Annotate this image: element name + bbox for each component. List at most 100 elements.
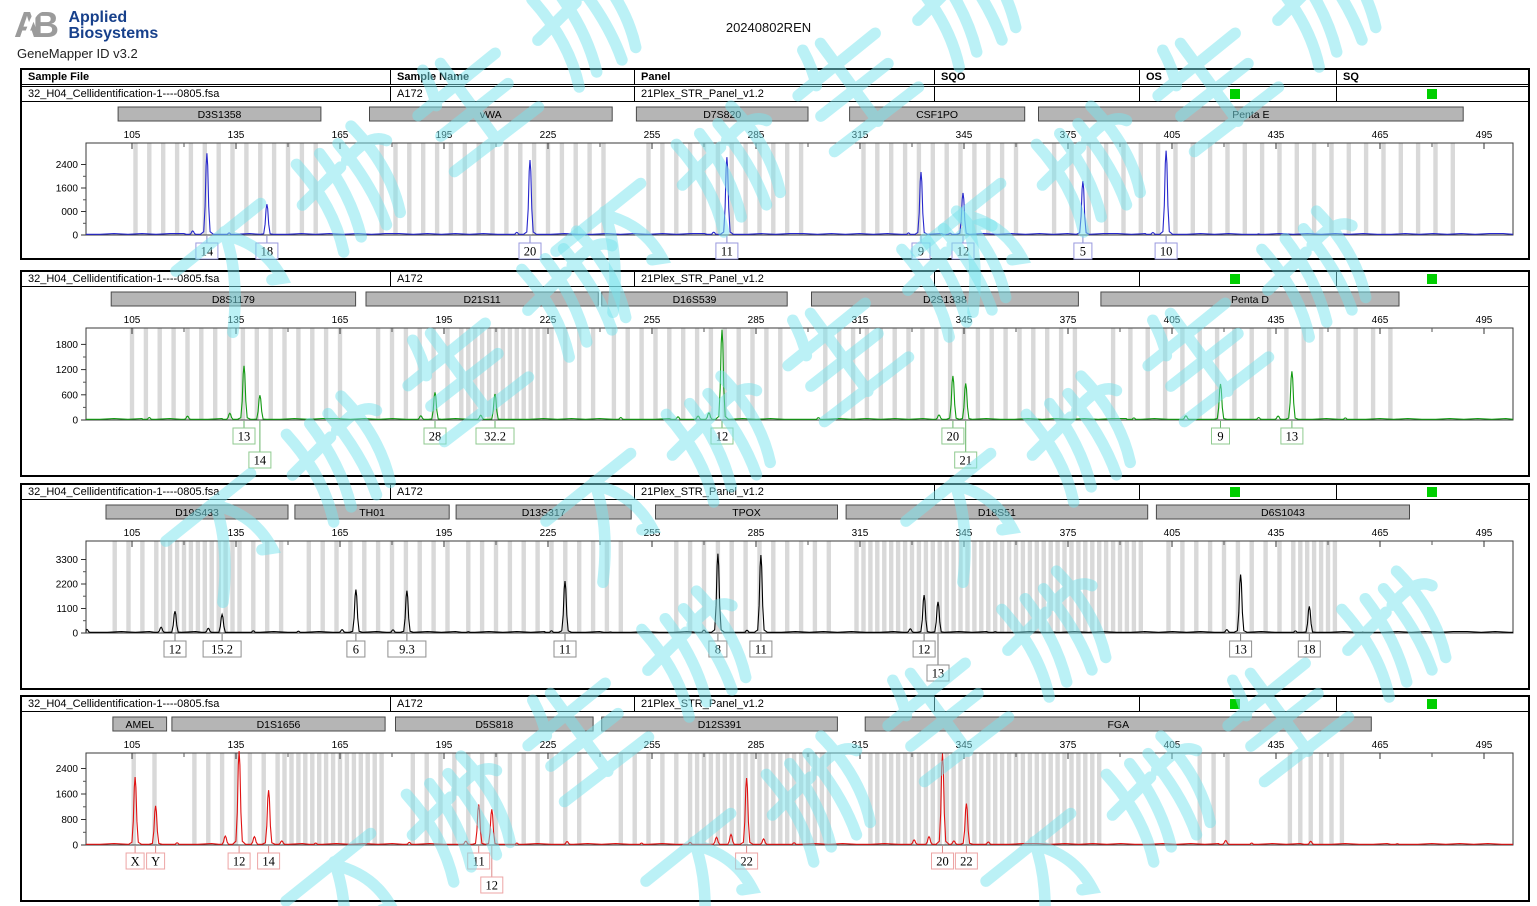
svg-text:435: 435 (1268, 130, 1285, 141)
allele-call: 12 (716, 430, 729, 444)
logo-wordmark: Applied Biosystems (68, 8, 158, 42)
electropherogram-svg: 105 135 165 195 225 255 285 315 345 375 405 435 465 4… (56, 716, 1514, 894)
svg-text:195: 195 (436, 528, 453, 539)
svg-text:1200: 1200 (56, 365, 79, 376)
bin-bars (112, 541, 1338, 633)
allele-call: 12 (957, 245, 970, 259)
marker-name: D18S51 (978, 507, 1016, 519)
allele-call: 9.3 (399, 643, 415, 657)
svg-text:225: 225 (540, 315, 557, 326)
sample-info-row: 32_H04_Cellidentification-1----0805.fsa … (22, 485, 1528, 500)
marker-box (1155, 504, 1411, 520)
svg-text:285: 285 (748, 315, 765, 326)
allele-label-box (1297, 640, 1321, 658)
marker-box (171, 716, 386, 732)
svg-text:0: 0 (72, 416, 78, 427)
sample-file-value: 32_H04_Cellidentification-1----0805.fsa (28, 486, 220, 498)
electropherogram-svg: 105 135 165 195 225 255 285 315 345 375 405 435 465 4… (56, 106, 1514, 260)
svg-text:465: 465 (1372, 130, 1389, 141)
svg-text:255: 255 (644, 130, 661, 141)
svg-text:1800: 1800 (56, 340, 79, 351)
svg-text:2200: 2200 (56, 580, 79, 591)
marker-name: D5S818 (475, 719, 513, 731)
allele-call: 13 (1234, 643, 1247, 657)
allele-call: X (131, 855, 140, 869)
svg-text:1600: 1600 (56, 184, 79, 195)
svg-text:345: 345 (956, 740, 973, 751)
allele-call: 22 (740, 855, 753, 869)
allele-label-box (941, 427, 965, 445)
marker-boxes: D19S433 TH01 D13S317 TPOX D18S51 D6S1043 (105, 504, 1411, 520)
svg-text:345: 345 (956, 130, 973, 141)
ab-monogram-swoosh-icon (16, 8, 43, 44)
column-header-sqo: SQO (934, 70, 1139, 84)
svg-text:315: 315 (852, 315, 869, 326)
allele-label-box (163, 640, 187, 658)
svg-text:495: 495 (1476, 130, 1493, 141)
ab-monogram-icon: AB (14, 7, 59, 44)
logo-word-biosystems: Biosystems (68, 25, 159, 42)
allele-call: 11 (755, 643, 767, 657)
electropherogram-chart-green: 105 135 165 195 225 255 285 315 345 375 405 435 465 4… (22, 287, 1528, 484)
allele-call: 9 (1217, 430, 1223, 444)
svg-text:0: 0 (72, 841, 78, 852)
app-version-label: GeneMapper ID v3.2 (17, 46, 138, 61)
allele-label-box (1154, 242, 1178, 260)
allele-label-box (227, 852, 251, 870)
allele-call: 11 (473, 855, 485, 869)
allele-call: 32.2 (484, 430, 506, 444)
svg-text:000: 000 (61, 207, 78, 218)
sq-status-square (1427, 699, 1437, 709)
electropherogram-svg: 105 135 165 195 225 255 285 315 345 375 405 435 465 4… (56, 504, 1514, 682)
allele-call: 20 (936, 855, 949, 869)
allele-label-box (1229, 640, 1253, 658)
svg-text:405: 405 (1164, 528, 1181, 539)
svg-text:165: 165 (332, 315, 349, 326)
svg-text:165: 165 (332, 740, 349, 751)
svg-text:165: 165 (332, 528, 349, 539)
svg-text:600: 600 (61, 390, 78, 401)
svg-text:2400: 2400 (56, 160, 79, 171)
svg-text:1600: 1600 (56, 790, 79, 801)
allele-call: 12 (486, 879, 499, 893)
marker-name: FGA (1108, 719, 1130, 731)
svg-text:1100: 1100 (56, 604, 78, 615)
marker-box (117, 106, 322, 122)
column-header-panel: Panel (634, 70, 934, 84)
marker-name: D2S1338 (923, 294, 967, 306)
table-header-row: Sample File Sample Name Panel SQO OS SQ (22, 70, 1528, 87)
allele-call: 12 (169, 643, 182, 657)
electropherogram-chart-red: 105 135 165 195 225 255 285 315 345 375 405 435 465 4… (22, 712, 1528, 906)
os-status-square (1230, 699, 1240, 709)
allele-call: Y (151, 855, 160, 869)
marker-name: D19S433 (175, 507, 219, 519)
svg-text:315: 315 (852, 130, 869, 141)
marker-name: D7S820 (703, 109, 741, 121)
marker-name: D13S317 (522, 507, 566, 519)
allele-call: 28 (429, 430, 442, 444)
allele-label-box (1211, 427, 1230, 445)
svg-text:405: 405 (1164, 130, 1181, 141)
svg-text:195: 195 (436, 740, 453, 751)
allele-label-box (387, 640, 427, 658)
svg-text:345: 345 (956, 315, 973, 326)
svg-text:285: 285 (748, 528, 765, 539)
marker-name: TH01 (359, 507, 385, 519)
y-axis-ticks: 1800 1200 600 0 (56, 340, 86, 427)
allele-call: 18 (261, 245, 274, 259)
marker-name: Penta D (1231, 294, 1269, 306)
sample-file-value: 32_H04_Cellidentification-1----0805.fsa (28, 273, 220, 285)
allele-label-box (954, 852, 978, 870)
sample-info-row: 32_H04_Cellidentification-1----0805.fsa … (22, 87, 1528, 102)
allele-label-box (146, 852, 166, 870)
svg-text:495: 495 (1476, 315, 1493, 326)
allele-call: 18 (1303, 643, 1316, 657)
svg-text:495: 495 (1476, 740, 1493, 751)
svg-text:375: 375 (1060, 315, 1077, 326)
marker-name: D1S1656 (257, 719, 301, 731)
svg-text:405: 405 (1164, 315, 1181, 326)
x-axis-ticks: 105 135 165 195 225 255 285 315 345 375 405 435 465 4… (124, 740, 1493, 759)
